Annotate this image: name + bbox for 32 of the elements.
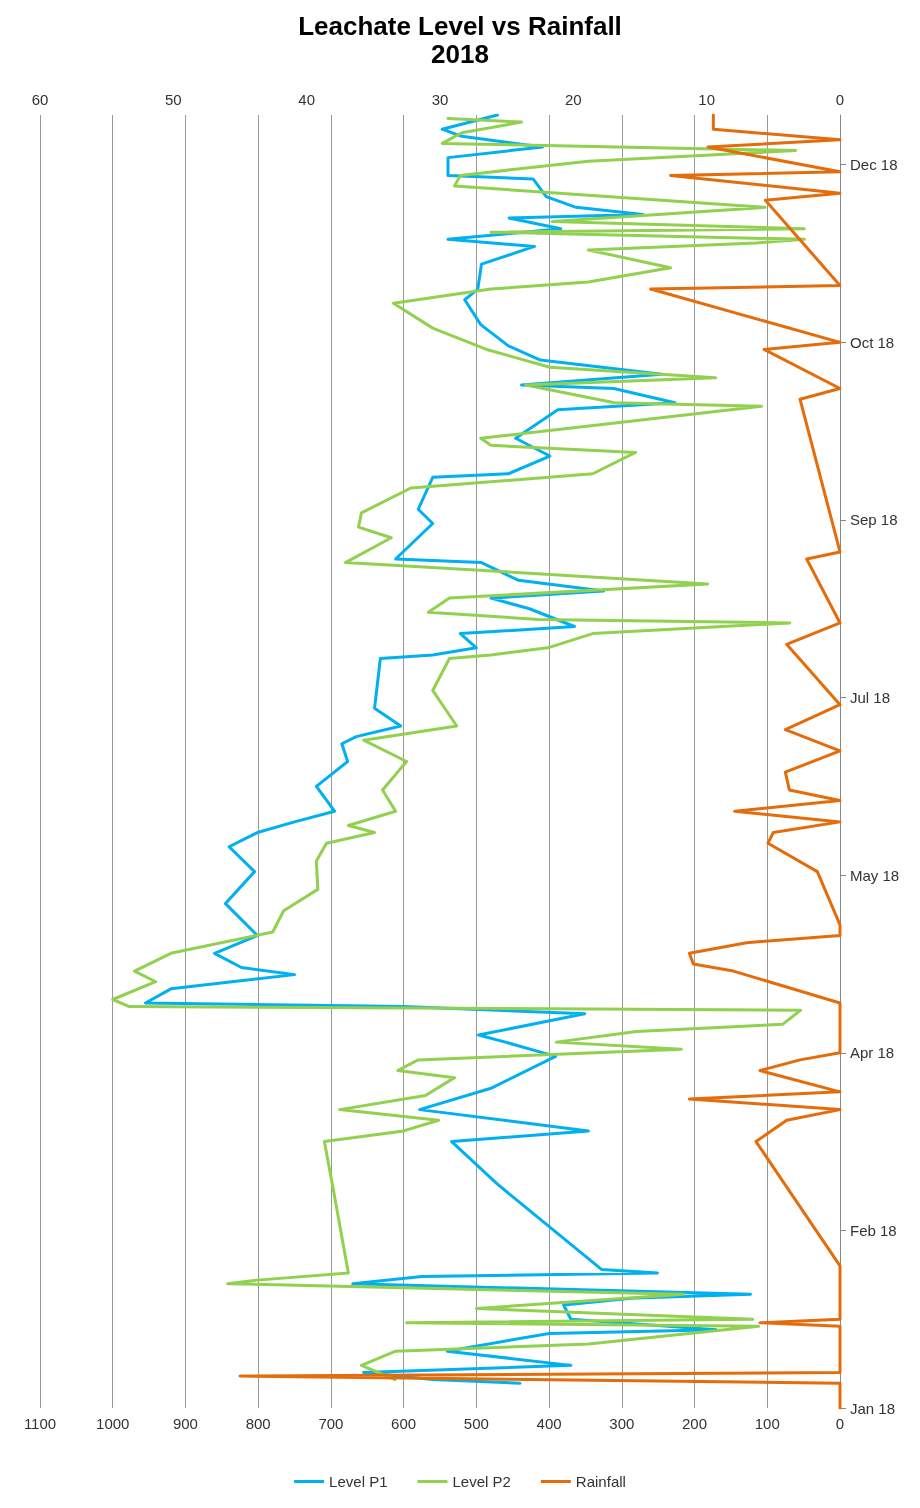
x-tick-label: 600: [391, 1415, 417, 1432]
y-tick-label: Jan 18: [850, 1399, 896, 1417]
x2-tick-label: 10: [698, 91, 716, 108]
y-tick-label: Feb 18: [850, 1221, 897, 1239]
legend-label: Level P1: [329, 1473, 388, 1490]
x-tick-label: 200: [682, 1415, 708, 1432]
x2-tick-label: 0: [835, 91, 845, 108]
x-tick-label: 400: [536, 1415, 562, 1432]
x-tick-label: 800: [245, 1415, 271, 1432]
y-tick-label: Apr 18: [850, 1044, 895, 1062]
x-tick-label: 900: [172, 1415, 198, 1432]
chart-title: Leachate Level vs Rainfall: [298, 11, 622, 41]
y-tick-label: Jul 18: [850, 689, 891, 707]
x-tick-label: 700: [318, 1415, 344, 1432]
y-tick-label: Sep 18: [850, 511, 898, 529]
x-tick-label: 300: [609, 1415, 635, 1432]
legend-label: Rainfall: [575, 1473, 626, 1490]
x2-tick-label: 50: [164, 91, 182, 108]
x2-tick-label: 40: [298, 91, 316, 108]
x-tick-label: 1000: [96, 1415, 130, 1432]
x-tick-label: 0: [835, 1415, 845, 1432]
y-tick-label: May 18: [850, 866, 900, 884]
x2-tick-label: 30: [431, 91, 449, 108]
x-tick-label: 500: [463, 1415, 489, 1432]
y-tick-label: Dec 18: [850, 156, 898, 174]
x-tick-label: 1100: [23, 1415, 57, 1432]
y-tick-label: Oct 18: [850, 333, 895, 351]
chart-subtitle: 2018: [431, 39, 489, 69]
x2-tick-label: 60: [31, 91, 49, 108]
x2-tick-label: 20: [564, 91, 582, 108]
legend-label: Level P2: [452, 1473, 511, 1490]
x-tick-label: 100: [754, 1415, 780, 1432]
